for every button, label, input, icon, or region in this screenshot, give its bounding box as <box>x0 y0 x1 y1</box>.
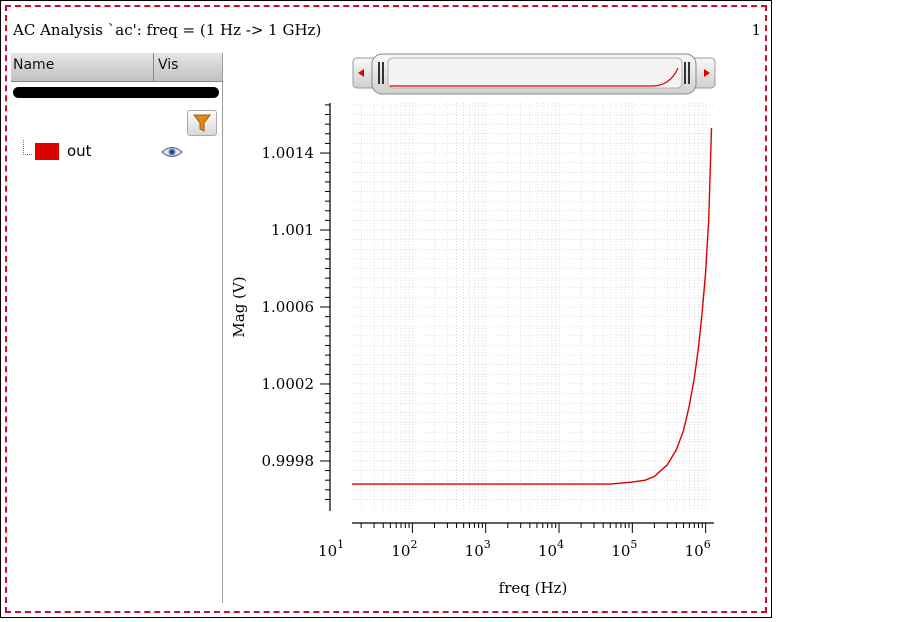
x-zoom-scroller[interactable] <box>352 52 716 100</box>
x-tick-label: 101 <box>318 538 344 560</box>
x-tick-label: 102 <box>391 538 417 560</box>
signal-filter-field[interactable] <box>13 87 219 98</box>
plot-axes <box>320 103 714 533</box>
eye-icon <box>161 146 183 158</box>
left-handle[interactable] <box>378 62 380 84</box>
x-axis-title: freq (Hz) <box>499 579 568 597</box>
column-header-vis[interactable]: Vis <box>158 57 179 73</box>
right-handle[interactable] <box>684 62 686 84</box>
signal-list-header: Name Vis <box>11 53 222 82</box>
x-tick-label: 104 <box>538 538 564 560</box>
page-number: 1 <box>751 21 761 39</box>
column-header-name[interactable]: Name <box>11 53 154 81</box>
funnel-icon <box>193 114 211 132</box>
y-tick-label: 1.0006 <box>262 298 315 316</box>
tree-connector <box>23 140 32 155</box>
overview-trace <box>390 67 679 87</box>
x-tick-label: 105 <box>611 538 637 560</box>
active-frame-border <box>5 5 767 613</box>
signal-name-out[interactable]: out <box>67 142 92 160</box>
plot-grid <box>352 103 714 511</box>
x-tick-label: 106 <box>685 538 711 560</box>
visibility-toggle-out[interactable] <box>161 144 183 163</box>
signal-color-swatch-out[interactable] <box>35 143 59 160</box>
axis-labels: 0.9998 1.0002 1.0006 1.001 1.0014 101 102 103 10… <box>230 144 711 597</box>
y-tick-label: 0.9998 <box>262 452 315 470</box>
scroll-right-arrow[interactable] <box>704 69 710 77</box>
trace-layer <box>352 127 713 485</box>
waveform-window: AC Analysis `ac': freq = (1 Hz -> 1 GHz)… <box>0 0 772 618</box>
y-axis-title: Mag (V) <box>230 276 248 337</box>
filter-button[interactable] <box>187 110 217 136</box>
signal-list-panel: Name Vis out <box>11 53 223 603</box>
y-tick-label: 1.0014 <box>262 144 315 162</box>
waveform-plot[interactable]: 0.9998 1.0002 1.0006 1.001 1.0014 101 102 103 10… <box>0 0 772 618</box>
y-tick-label: 1.0002 <box>262 375 315 393</box>
scroll-left-arrow[interactable] <box>358 69 364 77</box>
series-line-out <box>352 127 713 485</box>
x-tick-label: 103 <box>465 538 491 560</box>
y-tick-label: 1.001 <box>271 221 314 239</box>
analysis-title: AC Analysis `ac': freq = (1 Hz -> 1 GHz) <box>13 21 322 39</box>
